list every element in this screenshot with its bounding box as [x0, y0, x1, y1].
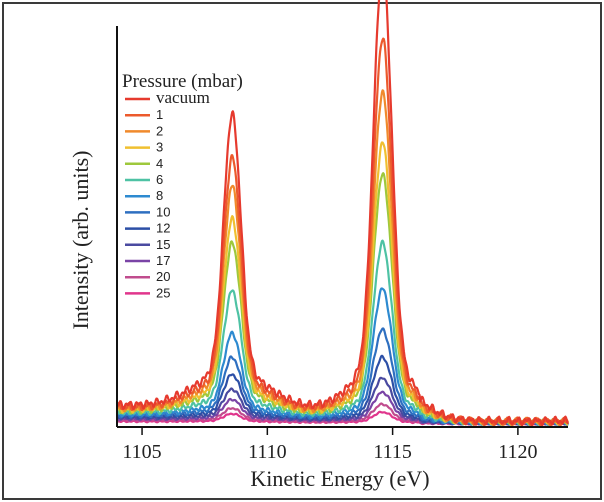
x-tick-label: 1115: [373, 441, 412, 463]
legend-label-4: 4: [156, 156, 163, 171]
legend-label-25: 25: [156, 285, 170, 300]
legend-label-10: 10: [156, 204, 170, 219]
x-tick-label: 1110: [248, 441, 287, 463]
x-ticks: 1105 1110 1115 1120: [122, 427, 538, 463]
legend-title: Pressure (mbar): [122, 71, 243, 92]
series-line-4: [116, 172, 569, 427]
legend-label-2: 2: [156, 123, 163, 138]
series-line-vacuum: [116, 0, 570, 427]
legend-label-15: 15: [156, 237, 170, 252]
legend-label-12: 12: [156, 221, 170, 236]
series-line-2: [116, 89, 570, 427]
x-tick-label: 1105: [122, 441, 161, 463]
x-axis-label: Kinetic Energy (eV): [250, 466, 429, 491]
y-axis-label: Intensity (arb. units): [68, 150, 93, 329]
legend-label-20: 20: [156, 269, 170, 284]
legend-label-1: 1: [156, 107, 163, 122]
series-line-3: [116, 141, 569, 427]
legend-label-8: 8: [156, 188, 163, 203]
series-curves: [115, 0, 570, 427]
legend-label-6: 6: [156, 172, 163, 187]
legend-label-3: 3: [156, 140, 163, 155]
legend-label-vacuum: vacuum: [156, 88, 210, 107]
legend-label-17: 17: [156, 253, 170, 268]
x-tick-label: 1120: [498, 441, 537, 463]
